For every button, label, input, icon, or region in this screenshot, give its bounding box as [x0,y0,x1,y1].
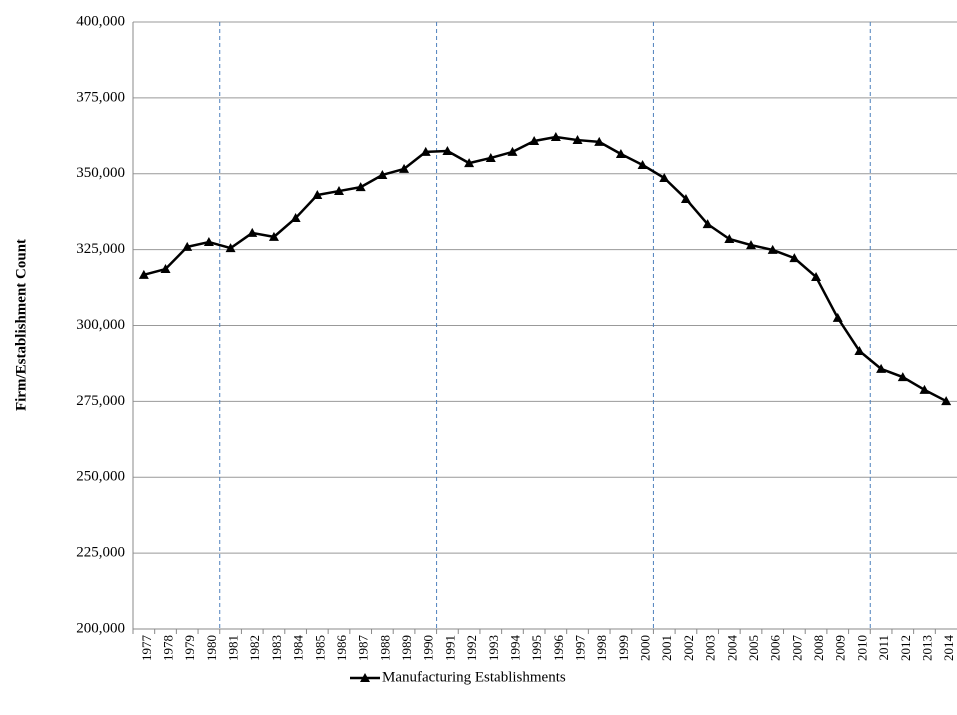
x-tick-label: 1984 [291,635,306,662]
y-tick-label: 400,000 [76,13,125,29]
x-tick-label: 2013 [919,635,934,661]
x-tick-label: 1998 [594,635,609,661]
marker [420,146,431,156]
x-tick-label: 1987 [356,635,371,662]
x-tick-label: 2011 [876,635,891,661]
marker [811,271,822,281]
x-tick-label: 2010 [854,635,869,661]
marker [464,158,475,168]
x-tick-label: 2009 [833,635,848,661]
marker [832,312,843,322]
marker [680,193,691,203]
legend-label: Manufacturing Establishments [382,669,566,685]
x-tick-label: 2008 [811,635,826,661]
y-tick-label: 200,000 [76,620,125,636]
marker [876,363,887,373]
x-tick-label: 1978 [161,635,176,661]
marker [919,384,930,394]
marker [637,159,648,169]
y-tick-label: 350,000 [76,165,125,181]
x-tick-label: 1997 [573,635,588,662]
marker [268,231,279,241]
x-tick-label: 1995 [529,635,544,661]
legend-marker [360,673,370,682]
marker [355,182,366,192]
x-tick-label: 1982 [247,635,262,661]
x-tick-label: 2001 [659,635,674,661]
y-tick-label: 225,000 [76,545,125,561]
y-tick-label: 375,000 [76,89,125,105]
marker [182,241,193,251]
marker [550,132,561,142]
marker [659,172,670,182]
x-tick-label: 1993 [486,635,501,661]
x-tick-label: 1983 [269,635,284,661]
x-tick-label: 2002 [681,635,696,661]
marker [615,149,626,159]
x-tick-label: 2003 [703,635,718,661]
x-tick-label: 1990 [421,635,436,661]
x-tick-label: 1994 [507,635,522,662]
marker [399,163,410,173]
marker [724,234,735,244]
x-tick-label: 1979 [182,635,197,661]
x-tick-label: 1989 [399,635,414,661]
x-tick-label: 2000 [638,635,653,661]
marker [767,244,778,254]
marker [442,145,453,155]
y-tick-label: 275,000 [76,393,125,409]
x-tick-label: 1977 [139,635,154,662]
marker [854,345,865,355]
marker [160,264,171,274]
x-tick-label: 1996 [551,635,566,662]
marker [507,146,518,156]
x-tick-label: 1988 [377,635,392,661]
marker [225,243,236,253]
x-tick-label: 2012 [898,635,913,661]
x-tick-label: 1985 [312,635,327,661]
x-tick-label: 1999 [616,635,631,661]
x-tick-label: 2005 [746,635,761,661]
line [143,135,947,403]
marker [702,219,713,229]
marker [203,237,214,247]
marker [529,135,540,145]
marker [138,269,149,279]
marker [941,396,952,406]
y-tick-label: 325,000 [76,241,125,257]
marker [290,213,301,223]
x-tick-label: 2004 [724,635,739,662]
marker [377,169,388,179]
x-tick-label: 1981 [226,635,241,661]
y-axis-label: Firm/Establishment Count [13,239,29,411]
marker [334,186,344,196]
marker [572,135,583,145]
x-tick-label: 2014 [941,635,956,662]
x-tick-label: 2007 [789,635,804,662]
y-tick-label: 250,000 [76,469,125,485]
marker [485,152,496,162]
marker [746,240,756,250]
x-tick-label: 2006 [768,635,783,662]
marker [789,253,800,263]
x-tick-label: 1991 [442,635,457,661]
marker [897,372,908,382]
marker [594,136,605,146]
x-tick-label: 1986 [334,635,349,662]
x-tick-label: 1980 [204,635,219,661]
x-tick-label: 1992 [464,635,479,661]
marker [312,189,323,199]
y-tick-label: 300,000 [76,317,125,333]
marker [247,227,258,237]
